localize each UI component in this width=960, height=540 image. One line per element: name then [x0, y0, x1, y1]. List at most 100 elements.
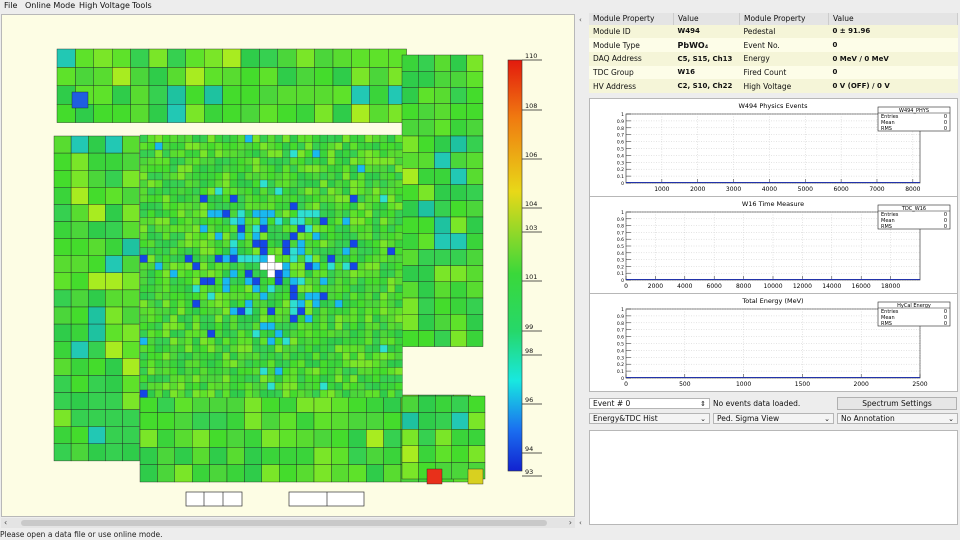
module-cell[interactable] [53, 238, 72, 256]
crystal-cell[interactable] [349, 292, 358, 301]
module-cell[interactable] [466, 314, 484, 331]
crystal-cell[interactable] [154, 149, 163, 158]
crystal-cell[interactable] [192, 382, 201, 391]
crystal-cell[interactable] [342, 134, 351, 143]
module-cell[interactable] [418, 119, 435, 137]
module-cell[interactable] [157, 447, 175, 465]
crystal-cell[interactable] [319, 157, 328, 166]
crystal-cell[interactable] [177, 314, 186, 323]
spectrum-settings-button[interactable]: Spectrum Settings [837, 397, 957, 410]
crystal-cell[interactable] [387, 367, 396, 376]
crystal-cell[interactable] [297, 359, 306, 368]
crystal-cell[interactable] [154, 389, 163, 398]
crystal-cell[interactable] [259, 359, 268, 368]
module-cell[interactable] [279, 464, 297, 483]
crystal-cell[interactable] [214, 187, 223, 196]
crystal-cell[interactable] [184, 164, 193, 173]
crystal-cell[interactable] [169, 254, 178, 263]
module-cell[interactable] [70, 306, 89, 325]
crystal-cell[interactable] [379, 337, 388, 346]
crystal-cell[interactable] [387, 134, 396, 143]
spin-arrows-icon[interactable]: ⇕ [700, 400, 706, 408]
hist-type-select[interactable]: Energy&TDC Hist ⌄ [589, 413, 710, 424]
crystal-cell[interactable] [289, 359, 298, 368]
crystal-cell[interactable] [349, 194, 358, 203]
crystal-cell[interactable] [192, 157, 201, 166]
crystal-cell[interactable] [334, 344, 343, 353]
menu-tools[interactable]: Tools [132, 1, 152, 10]
crystal-cell[interactable] [207, 277, 216, 286]
crystal-cell[interactable] [192, 254, 201, 263]
crystal-cell[interactable] [289, 232, 298, 241]
crystal-cell[interactable] [252, 224, 261, 233]
crystal-cell[interactable] [169, 299, 178, 308]
crystal-cell[interactable] [229, 367, 238, 376]
crystal-cell[interactable] [259, 299, 268, 308]
crystal-cell[interactable] [327, 307, 336, 316]
module-cell[interactable] [418, 71, 435, 88]
crystal-cell[interactable] [372, 149, 381, 158]
module-cell[interactable] [401, 412, 419, 430]
crystal-cell[interactable] [274, 344, 283, 353]
module-cell[interactable] [70, 204, 89, 222]
module-cell[interactable] [70, 135, 89, 154]
crystal-cell[interactable] [274, 164, 283, 173]
crystal-cell[interactable] [244, 142, 253, 151]
crystal-cell[interactable] [357, 202, 366, 211]
crystal-cell[interactable] [252, 307, 261, 316]
crystal-cell[interactable] [357, 254, 366, 263]
module-cell[interactable] [53, 152, 72, 171]
crystal-cell[interactable] [274, 202, 283, 211]
crystal-cell[interactable] [297, 292, 306, 301]
crystal-cell[interactable] [222, 344, 231, 353]
module-cell[interactable] [203, 48, 223, 68]
module-cell[interactable] [466, 330, 484, 347]
crystal-cell[interactable] [379, 277, 388, 286]
crystal-cell[interactable] [334, 307, 343, 316]
crystal-cell[interactable] [214, 284, 223, 293]
module-cell[interactable] [313, 447, 332, 465]
module-cell[interactable] [466, 249, 484, 266]
crystal-cell[interactable] [342, 374, 351, 383]
crystal-cell[interactable] [237, 224, 246, 233]
crystal-cell[interactable] [199, 157, 208, 166]
crystal-cell[interactable] [297, 239, 306, 248]
crystal-cell[interactable] [237, 367, 246, 376]
module-cell[interactable] [279, 429, 297, 448]
crystal-cell[interactable] [289, 299, 298, 308]
module-cell[interactable] [122, 272, 140, 291]
crystal-cell[interactable] [297, 314, 306, 323]
crystal-cell[interactable] [349, 254, 358, 263]
crystal-cell[interactable] [154, 209, 163, 218]
crystal-cell[interactable] [282, 179, 291, 188]
crystal-cell[interactable] [289, 269, 298, 278]
crystal-cell[interactable] [259, 157, 268, 166]
crystal-cell[interactable] [162, 382, 171, 391]
crystal-cell[interactable] [364, 382, 373, 391]
crystal-cell[interactable] [237, 157, 246, 166]
crystal-cell[interactable] [274, 194, 283, 203]
crystal-cell[interactable] [237, 254, 246, 263]
crystal-cell[interactable] [267, 389, 276, 398]
crystal-cell[interactable] [289, 239, 298, 248]
crystal-cell[interactable] [162, 359, 171, 368]
crystal-cell[interactable] [244, 277, 253, 286]
crystal-cell[interactable] [237, 262, 246, 271]
crystal-cell[interactable] [229, 239, 238, 248]
module-cell[interactable] [401, 54, 419, 72]
crystal-cell[interactable] [304, 164, 313, 173]
crystal-cell[interactable] [214, 209, 223, 218]
crystal-cell[interactable] [237, 292, 246, 301]
crystal-cell[interactable] [259, 262, 268, 271]
crystal-cell[interactable] [207, 149, 216, 158]
crystal-cell[interactable] [154, 247, 163, 256]
crystal-cell[interactable] [297, 247, 306, 256]
crystal-cell[interactable] [177, 262, 186, 271]
crystal-cell[interactable] [214, 232, 223, 241]
module-cell[interactable] [261, 412, 280, 430]
crystal-cell[interactable] [252, 172, 261, 181]
module-cell[interactable] [105, 187, 123, 205]
crystal-cell[interactable] [364, 209, 373, 218]
crystal-cell[interactable] [154, 134, 163, 143]
module-cell[interactable] [450, 119, 468, 137]
